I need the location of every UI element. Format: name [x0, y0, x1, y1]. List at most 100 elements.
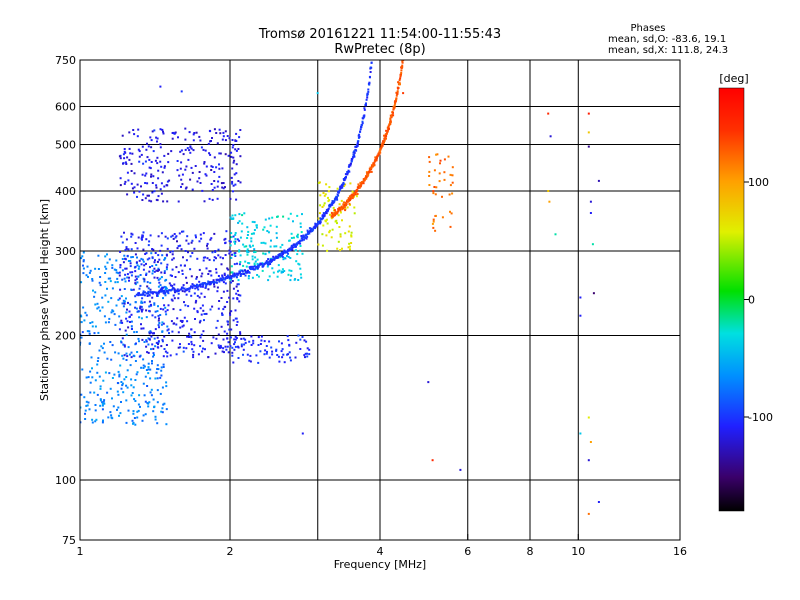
data-point [127, 409, 130, 412]
data-point [439, 162, 441, 165]
data-point [386, 130, 389, 133]
data-point [170, 320, 173, 323]
x-axis-label: Frequency [MHz] [334, 558, 426, 571]
data-point [251, 220, 254, 223]
data-point [181, 325, 184, 328]
data-point [233, 253, 236, 256]
data-point [146, 285, 149, 288]
data-point [431, 222, 434, 225]
data-point [151, 269, 154, 272]
data-point [183, 264, 186, 267]
data-point [358, 135, 361, 138]
data-point [94, 379, 97, 382]
data-point [239, 155, 242, 158]
data-point [394, 100, 397, 103]
data-point [260, 241, 263, 244]
data-point [200, 292, 203, 295]
data-point [137, 337, 140, 340]
data-point [125, 247, 128, 250]
data-point [270, 346, 273, 349]
data-point [275, 225, 278, 228]
data-point [341, 184, 344, 187]
data-point [253, 248, 256, 251]
data-point [252, 339, 255, 342]
data-point [148, 332, 151, 335]
data-point [187, 305, 190, 308]
data-point [141, 145, 144, 148]
data-point [129, 315, 131, 318]
data-point [198, 177, 201, 180]
data-point [172, 257, 175, 260]
data-point [235, 140, 238, 142]
data-point [111, 397, 113, 400]
data-point [198, 296, 201, 299]
data-point [206, 242, 209, 245]
data-point [238, 239, 241, 242]
data-point [211, 281, 214, 284]
data-point [140, 323, 142, 326]
data-point [159, 284, 162, 287]
data-point [122, 391, 125, 394]
data-point [587, 512, 590, 515]
data-point [146, 182, 149, 185]
data-point [202, 339, 205, 342]
data-point [222, 182, 225, 184]
data-point [229, 250, 232, 253]
data-point [230, 271, 233, 274]
data-point [304, 236, 307, 239]
data-point [233, 173, 236, 176]
data-point [146, 281, 149, 284]
data-point [230, 151, 233, 154]
data-point [145, 238, 148, 241]
data-point [89, 269, 92, 272]
data-point [438, 180, 441, 183]
data-point [228, 240, 231, 243]
data-point [171, 250, 174, 253]
data-point [124, 280, 127, 283]
data-point [289, 279, 292, 282]
data-point [176, 240, 178, 243]
data-point [241, 269, 244, 272]
data-point [209, 153, 212, 156]
data-point [389, 118, 392, 121]
x-tick-label: 8 [527, 545, 534, 558]
data-point [357, 183, 360, 186]
data-point [353, 154, 356, 157]
data-point [242, 348, 245, 351]
data-point [210, 165, 213, 168]
data-point [183, 316, 186, 319]
data-point [223, 274, 226, 277]
data-point [233, 338, 236, 341]
data-point [234, 148, 237, 151]
data-point [355, 145, 358, 148]
data-point [287, 255, 290, 258]
data-point [306, 235, 309, 238]
data-point [118, 155, 121, 158]
data-point [108, 258, 111, 261]
data-point [383, 139, 386, 142]
data-point [370, 170, 373, 173]
data-point [148, 305, 151, 308]
data-point [268, 251, 271, 254]
data-point [181, 320, 184, 322]
data-point [121, 382, 124, 385]
data-point [342, 203, 345, 206]
data-point [224, 282, 227, 285]
data-point [234, 232, 237, 234]
data-point [145, 316, 148, 319]
data-point [150, 175, 152, 178]
data-point [194, 234, 197, 237]
data-point [165, 423, 168, 426]
data-point [239, 294, 242, 297]
data-point [146, 156, 149, 159]
data-point [238, 271, 241, 274]
data-point [327, 196, 329, 199]
data-point [118, 375, 121, 378]
data-point [256, 258, 259, 261]
data-point [147, 368, 150, 371]
data-point [303, 339, 306, 342]
data-point [322, 212, 325, 215]
data-point [226, 135, 229, 137]
data-point [276, 354, 279, 356]
x-axis-ticks: 1 2 4 6 8 10 16 [77, 534, 687, 558]
